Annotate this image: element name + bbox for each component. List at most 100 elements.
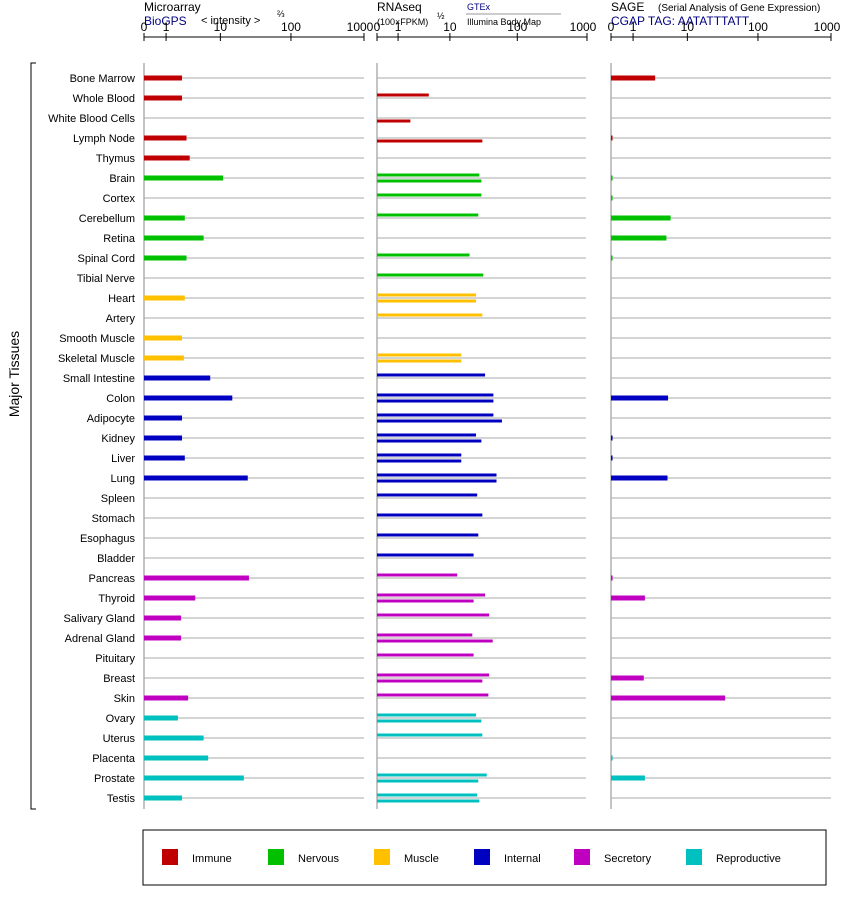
gtex-bar: [377, 593, 486, 597]
microarray-bar: [144, 335, 183, 341]
gtex-bar: [377, 293, 477, 297]
microarray-bar: [144, 755, 209, 761]
tissue-label: Placenta: [92, 753, 136, 765]
tissue-label: Stomach: [92, 513, 135, 525]
rnaseq-header: RNAseq (100×FPKM) ½ GTEx Illumina Body M…: [377, 0, 561, 27]
gtex-bar: [377, 393, 494, 397]
microarray-bar: [144, 355, 184, 361]
tissue-label: Skeletal Muscle: [58, 353, 135, 365]
sage-title: SAGE: [611, 0, 644, 14]
tissue-label: Heart: [108, 293, 135, 305]
gtex-bar: [377, 613, 490, 617]
gtex-bar: [377, 193, 482, 197]
intensity-label: < intensity >: [201, 15, 260, 27]
gtex-bar: [377, 353, 462, 357]
sage-bar: [611, 75, 656, 81]
tissue-label: White Blood Cells: [48, 113, 135, 125]
microarray-tick-label: 10: [214, 20, 228, 34]
microarray-bar: [144, 395, 233, 401]
microarray-bar: [144, 615, 182, 621]
microarray-header: Microarray BioGPS < intensity > ⅔: [144, 0, 285, 28]
legend-label-muscle: Muscle: [404, 853, 439, 865]
ibm-bar: [377, 479, 497, 483]
tissue-label: Bone Marrow: [70, 73, 135, 85]
sage-tick-label: 10: [681, 20, 695, 34]
microarray-bar: [144, 635, 182, 641]
legend-label-secretory: Secretory: [604, 853, 652, 865]
tissue-label: Esophagus: [80, 533, 136, 545]
gtex-bar: [377, 253, 470, 257]
rnaseq-title: RNAseq: [377, 0, 422, 14]
gtex-bar: [377, 713, 477, 717]
tissue-label: Skin: [114, 693, 135, 705]
gtex-label: GTEx: [467, 2, 491, 12]
sage-bar: [611, 255, 613, 261]
gtex-bar: [377, 213, 479, 217]
tissue-label: Prostate: [94, 773, 135, 785]
gtex-bar: [377, 793, 478, 797]
tissue-label: Lung: [111, 473, 135, 485]
ibm-bar: [377, 779, 479, 783]
gtex-bar: [377, 633, 473, 637]
gtex-bar: [377, 573, 458, 577]
gtex-bar: [377, 553, 474, 557]
tissue-label: Bladder: [97, 553, 135, 565]
sage-bar: [611, 595, 645, 601]
tissue-label: Liver: [111, 453, 135, 465]
sage-bar: [611, 395, 669, 401]
gtex-bar: [377, 373, 486, 377]
ibm-bar: [377, 439, 482, 443]
legend-swatch-secretory: [574, 849, 590, 865]
fpkm-exponent: ½: [437, 11, 445, 21]
gtex-bar: [377, 173, 480, 177]
tissue-rows: Bone Marrow Whole Blood White Blood Cells L…: [48, 73, 831, 805]
sage-bar: [611, 575, 613, 581]
tissue-label: Colon: [106, 393, 135, 405]
microarray-bar: [144, 135, 187, 141]
sage-bar: [611, 195, 613, 201]
rnaseq-tick-label: 0: [374, 20, 381, 34]
gtex-bar: [377, 773, 487, 777]
biogps-label: BioGPS: [144, 14, 187, 28]
microarray-bar: [144, 795, 183, 801]
ibm-bar: [377, 399, 494, 403]
sage-bar: [611, 135, 613, 141]
ibm-label: Illumina Body Map: [467, 17, 541, 27]
legend-label-internal: Internal: [504, 853, 541, 865]
ibm-bar: [377, 719, 482, 723]
microarray-tick-label: 100: [281, 20, 301, 34]
sage-tick-label: 100: [748, 20, 768, 34]
microarray-bar: [144, 375, 211, 381]
sage-subtitle: (Serial Analysis of Gene Expression): [658, 3, 820, 14]
microarray-bar: [144, 735, 204, 741]
tissue-label: Pancreas: [89, 573, 136, 585]
ibm-bar: [377, 639, 493, 643]
gtex-bar: [377, 313, 483, 317]
microarray-bar: [144, 475, 248, 481]
tissue-label: Ovary: [106, 713, 136, 725]
ibm-bar: [377, 679, 483, 683]
ibm-bar: [377, 459, 462, 463]
rnaseq-tick-label: 1000: [570, 20, 597, 34]
microarray-tick-label: 1000: [347, 20, 374, 34]
gtex-bar: [377, 653, 474, 657]
microarray-bar: [144, 775, 244, 781]
sage-bar: [611, 175, 613, 181]
tissue-label: Cortex: [103, 193, 136, 205]
microarray-bar: [144, 715, 178, 721]
microarray-bar: [144, 255, 187, 261]
legend-swatch-reproductive: [686, 849, 702, 865]
gtex-bar: [377, 433, 477, 437]
microarray-bar: [144, 695, 189, 701]
tissue-label: Thyroid: [98, 593, 135, 605]
microarray-bar: [144, 295, 185, 301]
tissue-label: Brain: [109, 173, 135, 185]
bars: [144, 75, 726, 803]
ibm-bar: [377, 299, 477, 303]
legend-label-immune: Immune: [192, 853, 232, 865]
tissue-label: Artery: [106, 313, 136, 325]
tissues-bracket: [30, 62, 36, 810]
microarray-bar: [144, 175, 224, 181]
ibm-bar: [377, 599, 474, 603]
rnaseq-tick-label: 1: [395, 20, 402, 34]
